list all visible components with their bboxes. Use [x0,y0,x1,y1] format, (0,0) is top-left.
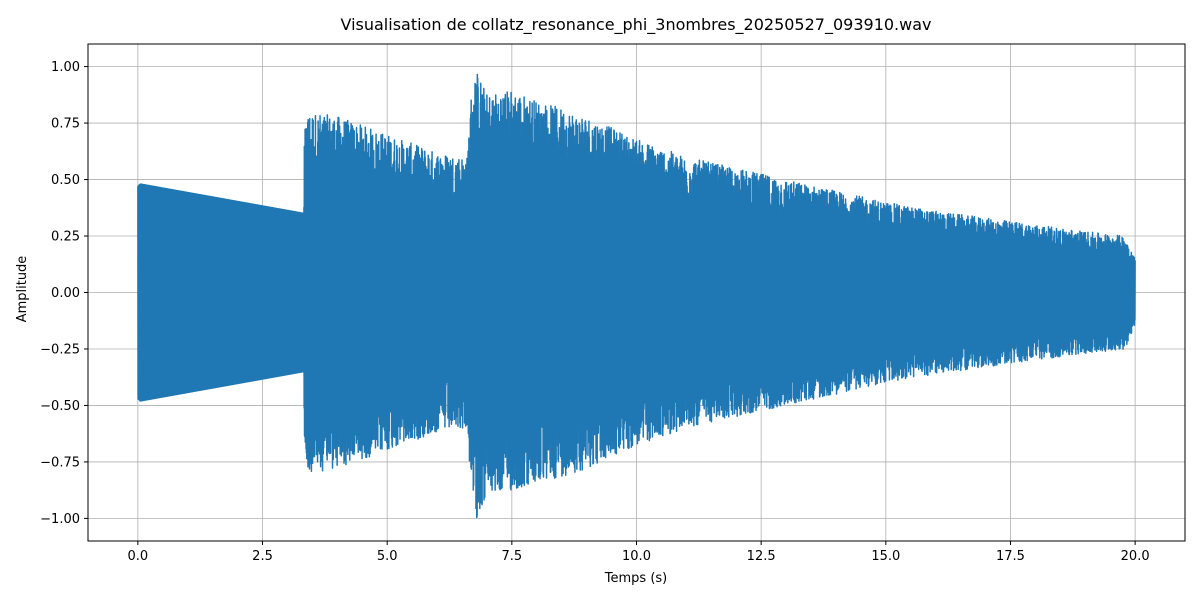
x-tick-label: 15.0 [871,549,900,564]
y-tick-label: −1.00 [40,512,80,527]
y-axis-label: Amplitude [15,256,30,323]
y-tick-label: −0.75 [40,455,80,470]
x-tick-label: 17.5 [996,549,1025,564]
chart-title: Visualisation de collatz_resonance_phi_3… [340,15,931,35]
axis-ticks: 0.0 2.5 5.0 7.5 10.0 12.5 15.0 17.5 20.0 1.00 0.75… [40,60,1149,564]
x-tick-label: 10.0 [622,549,651,564]
x-tick-label: 2.5 [252,549,273,564]
x-tick-label: 20.0 [1121,549,1150,564]
x-tick-label: 7.5 [501,549,522,564]
y-tick-label: 1.00 [51,60,80,75]
x-axis-label: Temps (s) [604,571,667,586]
y-tick-label: −0.50 [40,399,80,414]
x-tick-label: 12.5 [747,549,776,564]
y-tick-label: 0.25 [51,230,80,245]
y-tick-label: −0.25 [40,342,80,357]
x-tick-label: 0.0 [128,549,149,564]
plot-area [137,73,1136,519]
y-tick-label: 0.50 [51,173,80,188]
y-tick-label: 0.75 [51,117,80,132]
x-tick-label: 5.0 [377,549,398,564]
waveform-series-line [137,73,1136,519]
y-tick-label: 0.00 [51,286,80,301]
